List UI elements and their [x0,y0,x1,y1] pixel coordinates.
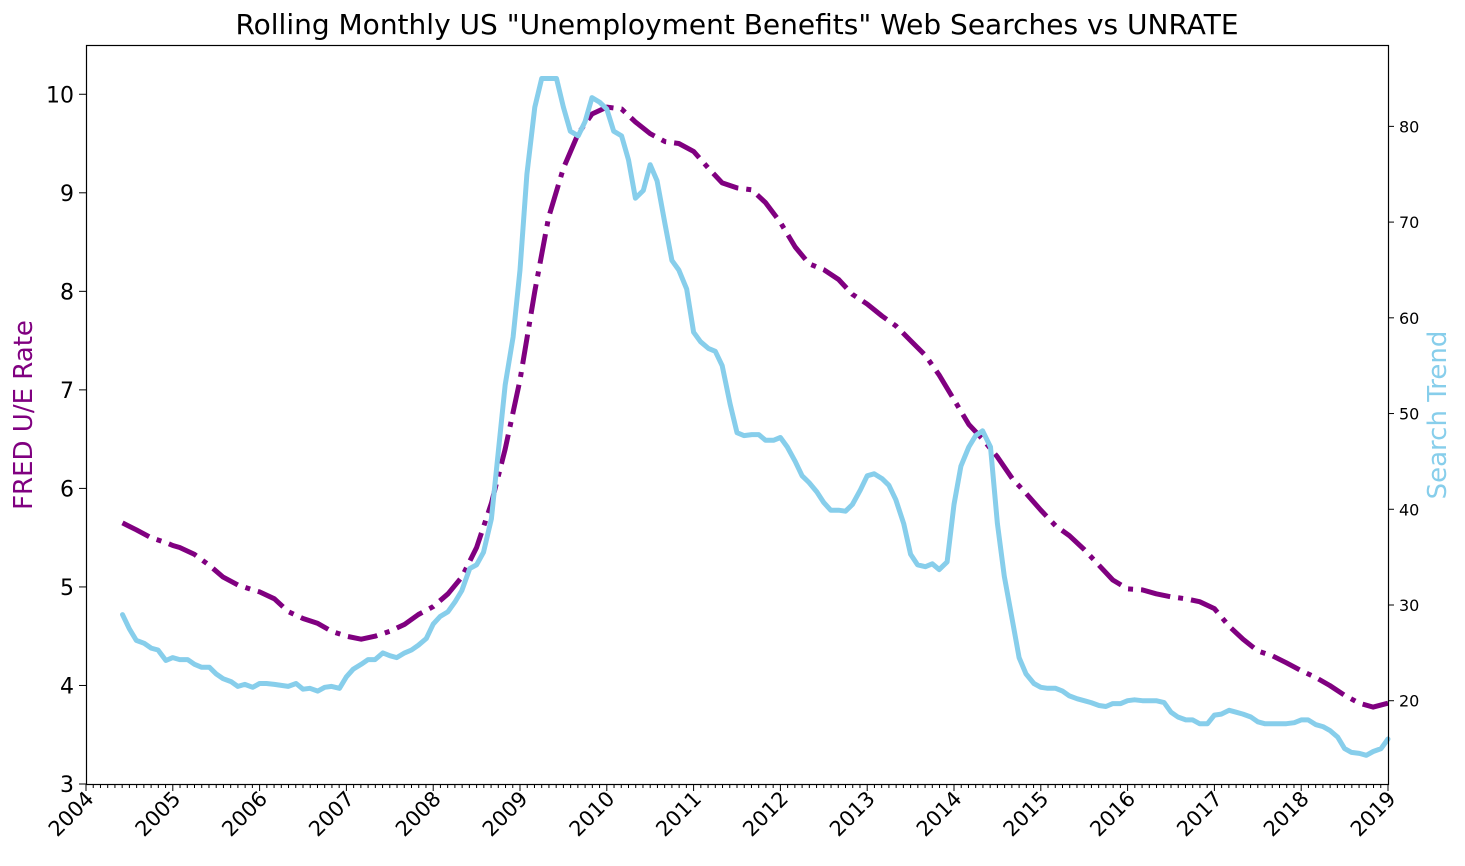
y-right-tick-label: 20 [1399,692,1419,711]
y-left-tick-label: 5 [60,576,74,601]
y-axis-left: 3 4 5 6 7 8 9 10 [46,83,86,798]
x-tick-label: 2013 [825,787,880,842]
x-tick-label: 2010 [565,787,620,842]
y-right-tick-label: 70 [1399,213,1419,232]
x-tick-label: 2017 [1172,787,1227,842]
y-left-tick-label: 7 [60,379,74,404]
x-axis: 2004 2005 2006 2007 2008 2009 2010 2011 2012 2013… [44,784,1401,841]
y-axis-right-label: Search Trend [1423,331,1453,500]
x-tick-label: 2019 [1346,787,1401,842]
x-tick-label: 2009 [478,787,533,842]
x-tick-label: 2011 [651,787,706,842]
y-axis-right: 20 30 40 50 60 70 80 [1388,117,1419,711]
y-right-tick-label: 60 [1399,309,1419,328]
y-left-tick-label: 3 [60,773,74,798]
y-right-tick-label: 50 [1399,405,1419,424]
plot-frame [85,44,1390,786]
y-right-tick-label: 80 [1399,117,1419,136]
series-line-unrate [121,104,1389,710]
x-tick-label: 2007 [304,787,359,842]
y-left-tick-label: 8 [60,280,74,305]
y-left-tick-label: 9 [60,182,74,207]
x-tick-label: 2016 [1085,787,1140,842]
y-left-tick-label: 10 [46,83,74,108]
y-left-tick-label: 4 [60,674,74,699]
x-tick-label: 2012 [738,787,793,842]
y-right-tick-label: 40 [1399,500,1419,519]
x-tick-label: 2014 [912,787,967,842]
x-tick-label: 2005 [131,787,186,842]
series-layer [120,76,1391,758]
y-right-tick-label: 30 [1399,596,1419,615]
x-tick-label: 2006 [217,787,272,842]
x-tick-label: 2015 [999,787,1054,842]
chart-title: Rolling Monthly US "Unemployment Benefit… [235,8,1238,41]
x-tick-label: 2008 [391,787,446,842]
series-line-search-trend [120,76,1391,758]
x-tick-label: 2018 [1259,787,1314,842]
y-axis-left-label: FRED U/E Rate [9,320,39,510]
y-left-tick-label: 6 [60,477,74,502]
